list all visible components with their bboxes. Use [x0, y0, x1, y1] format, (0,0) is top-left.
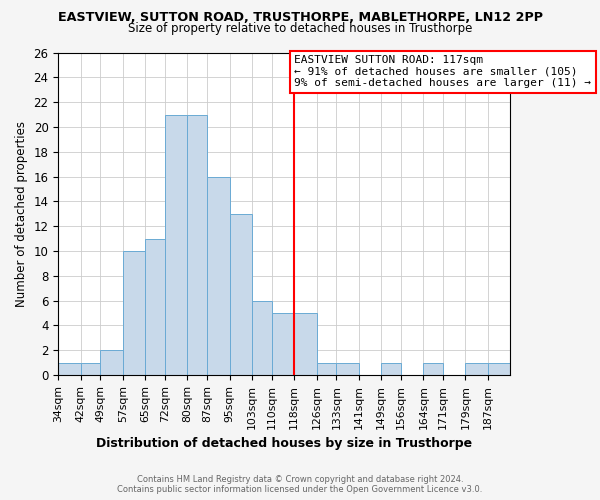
- Text: Size of property relative to detached houses in Trusthorpe: Size of property relative to detached ho…: [128, 22, 472, 35]
- Bar: [317, 362, 336, 375]
- Bar: [207, 176, 230, 375]
- Text: Contains HM Land Registry data © Crown copyright and database right 2024.
Contai: Contains HM Land Registry data © Crown c…: [118, 474, 482, 494]
- Text: EASTVIEW SUTTON ROAD: 117sqm
← 91% of detached houses are smaller (105)
9% of se: EASTVIEW SUTTON ROAD: 117sqm ← 91% of de…: [294, 55, 591, 88]
- Y-axis label: Number of detached properties: Number of detached properties: [15, 120, 28, 306]
- Bar: [145, 238, 165, 375]
- Bar: [58, 362, 81, 375]
- Bar: [230, 214, 252, 375]
- Bar: [466, 362, 488, 375]
- X-axis label: Distribution of detached houses by size in Trusthorpe: Distribution of detached houses by size …: [96, 437, 472, 450]
- Bar: [272, 313, 294, 375]
- Bar: [187, 114, 207, 375]
- Text: EASTVIEW, SUTTON ROAD, TRUSTHORPE, MABLETHORPE, LN12 2PP: EASTVIEW, SUTTON ROAD, TRUSTHORPE, MABLE…: [58, 11, 542, 24]
- Bar: [488, 362, 511, 375]
- Bar: [424, 362, 443, 375]
- Bar: [123, 251, 145, 375]
- Bar: [252, 300, 272, 375]
- Bar: [81, 362, 100, 375]
- Bar: [100, 350, 123, 375]
- Bar: [165, 114, 187, 375]
- Bar: [381, 362, 401, 375]
- Bar: [294, 313, 317, 375]
- Bar: [336, 362, 359, 375]
